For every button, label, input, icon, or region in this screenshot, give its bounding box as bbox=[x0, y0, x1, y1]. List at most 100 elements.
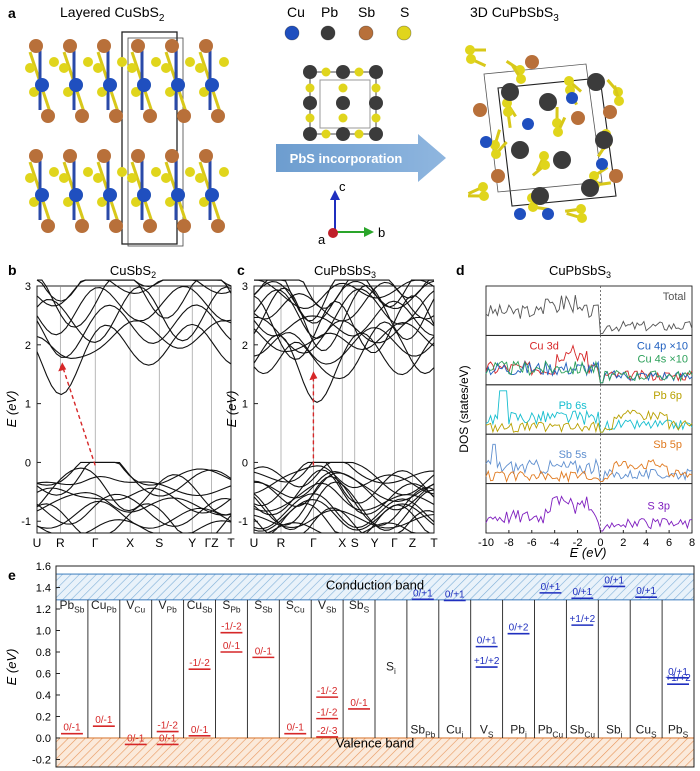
sb-atom bbox=[131, 39, 145, 53]
cu-atom bbox=[171, 78, 185, 92]
defect-name: VS bbox=[480, 723, 494, 740]
y-tick-label: 0.6 bbox=[36, 668, 51, 680]
y-tick-label: -1 bbox=[21, 516, 31, 528]
dos-label: Sb 5p bbox=[653, 439, 682, 451]
x-tick-label: 0 bbox=[597, 537, 603, 549]
valence-band bbox=[253, 472, 435, 511]
cu-atom bbox=[69, 78, 83, 92]
s-atom bbox=[97, 197, 107, 207]
pb-atom bbox=[336, 96, 350, 110]
cu-atom bbox=[103, 188, 117, 202]
transition-level-label: 0/-1 bbox=[223, 641, 241, 652]
atom-legend: Cu Pb Sb S bbox=[287, 4, 409, 20]
left-structure-title: Layered CuSbS2 bbox=[60, 4, 165, 24]
defect-name: SPb bbox=[222, 598, 241, 615]
defect-transition-levels: Conduction band Valence band 1.6 1.4 1.2 1.0 0… bbox=[32, 561, 695, 768]
y-tick-label: 0 bbox=[25, 457, 31, 469]
panel-e-label: e bbox=[8, 567, 16, 583]
axis-b-label: b bbox=[378, 225, 385, 240]
y-tick-label: 1 bbox=[242, 399, 248, 411]
band-gap-arrowhead bbox=[309, 371, 318, 381]
transition-level-label: -1/-2 bbox=[189, 658, 210, 669]
pb-atom bbox=[595, 131, 613, 149]
transition-level-label: 0/-1 bbox=[127, 733, 145, 744]
x-tick-label: 6 bbox=[666, 537, 672, 549]
dos-label: Pb 6s bbox=[559, 400, 588, 412]
transition-level-label: 0/-1 bbox=[350, 698, 368, 709]
s-atom bbox=[63, 87, 73, 97]
legend-s-label: S bbox=[400, 4, 409, 20]
y-tick-label: 1.6 bbox=[36, 561, 51, 573]
valence-band bbox=[253, 481, 435, 531]
s-atom bbox=[321, 67, 331, 77]
cu-atom bbox=[205, 78, 219, 92]
pb-atom bbox=[501, 83, 519, 101]
dos-curve bbox=[485, 390, 693, 433]
conduction-band bbox=[253, 281, 435, 322]
s-atom bbox=[49, 57, 59, 67]
pbs-incorporation-arrow: PbS incorporation bbox=[276, 134, 446, 182]
dos-curve bbox=[485, 443, 693, 483]
dos-label: Cu 4s ×10 bbox=[638, 353, 688, 365]
sb-atom bbox=[199, 39, 213, 53]
sb-atom bbox=[211, 109, 225, 123]
s-atom bbox=[354, 67, 364, 77]
y-tick-label: 0.2 bbox=[36, 711, 51, 723]
s-atom bbox=[305, 113, 315, 123]
transition-level-label: 0/-1 bbox=[287, 723, 305, 734]
defect-name: VCu bbox=[126, 598, 145, 615]
cu-atom bbox=[35, 188, 49, 202]
transition-level-label: 0/-1 bbox=[159, 733, 177, 744]
pb-atom bbox=[369, 96, 383, 110]
legend-atom-pb bbox=[320, 25, 336, 41]
k-label: Z bbox=[409, 536, 416, 550]
sb-atom bbox=[571, 111, 585, 125]
cu-atom bbox=[35, 78, 49, 92]
panel-b: b CuSbS2 3 2 1 0 -1U R Γ X S Y ΓZ T E (eV) bbox=[4, 262, 235, 550]
s-atom bbox=[165, 87, 175, 97]
s-atom bbox=[539, 151, 549, 161]
cu-atom bbox=[596, 158, 608, 170]
y-tick-label: 3 bbox=[25, 281, 31, 293]
dos-label: Total bbox=[663, 291, 686, 303]
valence-band bbox=[253, 469, 435, 516]
conduction-band bbox=[253, 284, 435, 352]
transition-level-label: 0/-1 bbox=[191, 725, 209, 736]
k-label: S bbox=[351, 536, 359, 550]
conduction-band bbox=[253, 300, 435, 337]
transition-level-label: -1/-2 bbox=[157, 721, 178, 732]
sb-atom bbox=[603, 105, 617, 119]
valence-band bbox=[253, 509, 435, 529]
pb-atom bbox=[531, 187, 549, 205]
defect-name: PbS bbox=[668, 723, 689, 740]
k-label: T bbox=[430, 536, 438, 550]
dos-curve bbox=[485, 294, 693, 334]
pb-atom bbox=[303, 127, 317, 141]
pb-atom bbox=[336, 65, 350, 79]
legend-cu-label: Cu bbox=[287, 4, 305, 20]
cu-atom bbox=[566, 92, 578, 104]
x-tick-label: -2 bbox=[573, 537, 583, 549]
pb-atom bbox=[581, 179, 599, 197]
dos-subpanel bbox=[485, 483, 693, 534]
transition-level-label: 0/+1 bbox=[413, 588, 433, 599]
s-atom bbox=[117, 57, 127, 67]
transition-level-label: +1/+2 bbox=[570, 614, 596, 625]
conduction-band bbox=[253, 279, 434, 309]
s-atom bbox=[117, 167, 127, 177]
s-atom bbox=[25, 63, 35, 73]
s-atom bbox=[465, 45, 475, 55]
cu-atom bbox=[542, 208, 554, 220]
cu-atom bbox=[171, 188, 185, 202]
sb-atom bbox=[29, 39, 43, 53]
valence-band bbox=[36, 467, 232, 516]
panel-e: e Conduction band Valence band 1.6 1.4 1.2 1.… bbox=[4, 561, 695, 768]
s-atom bbox=[503, 107, 513, 117]
sb-atom bbox=[41, 219, 55, 233]
sb-atom bbox=[97, 149, 111, 163]
sb-atom bbox=[29, 149, 43, 163]
transition-level-label: -1/-2 bbox=[317, 708, 338, 719]
pb-atom bbox=[511, 141, 529, 159]
panel-c-label: c bbox=[237, 262, 245, 278]
